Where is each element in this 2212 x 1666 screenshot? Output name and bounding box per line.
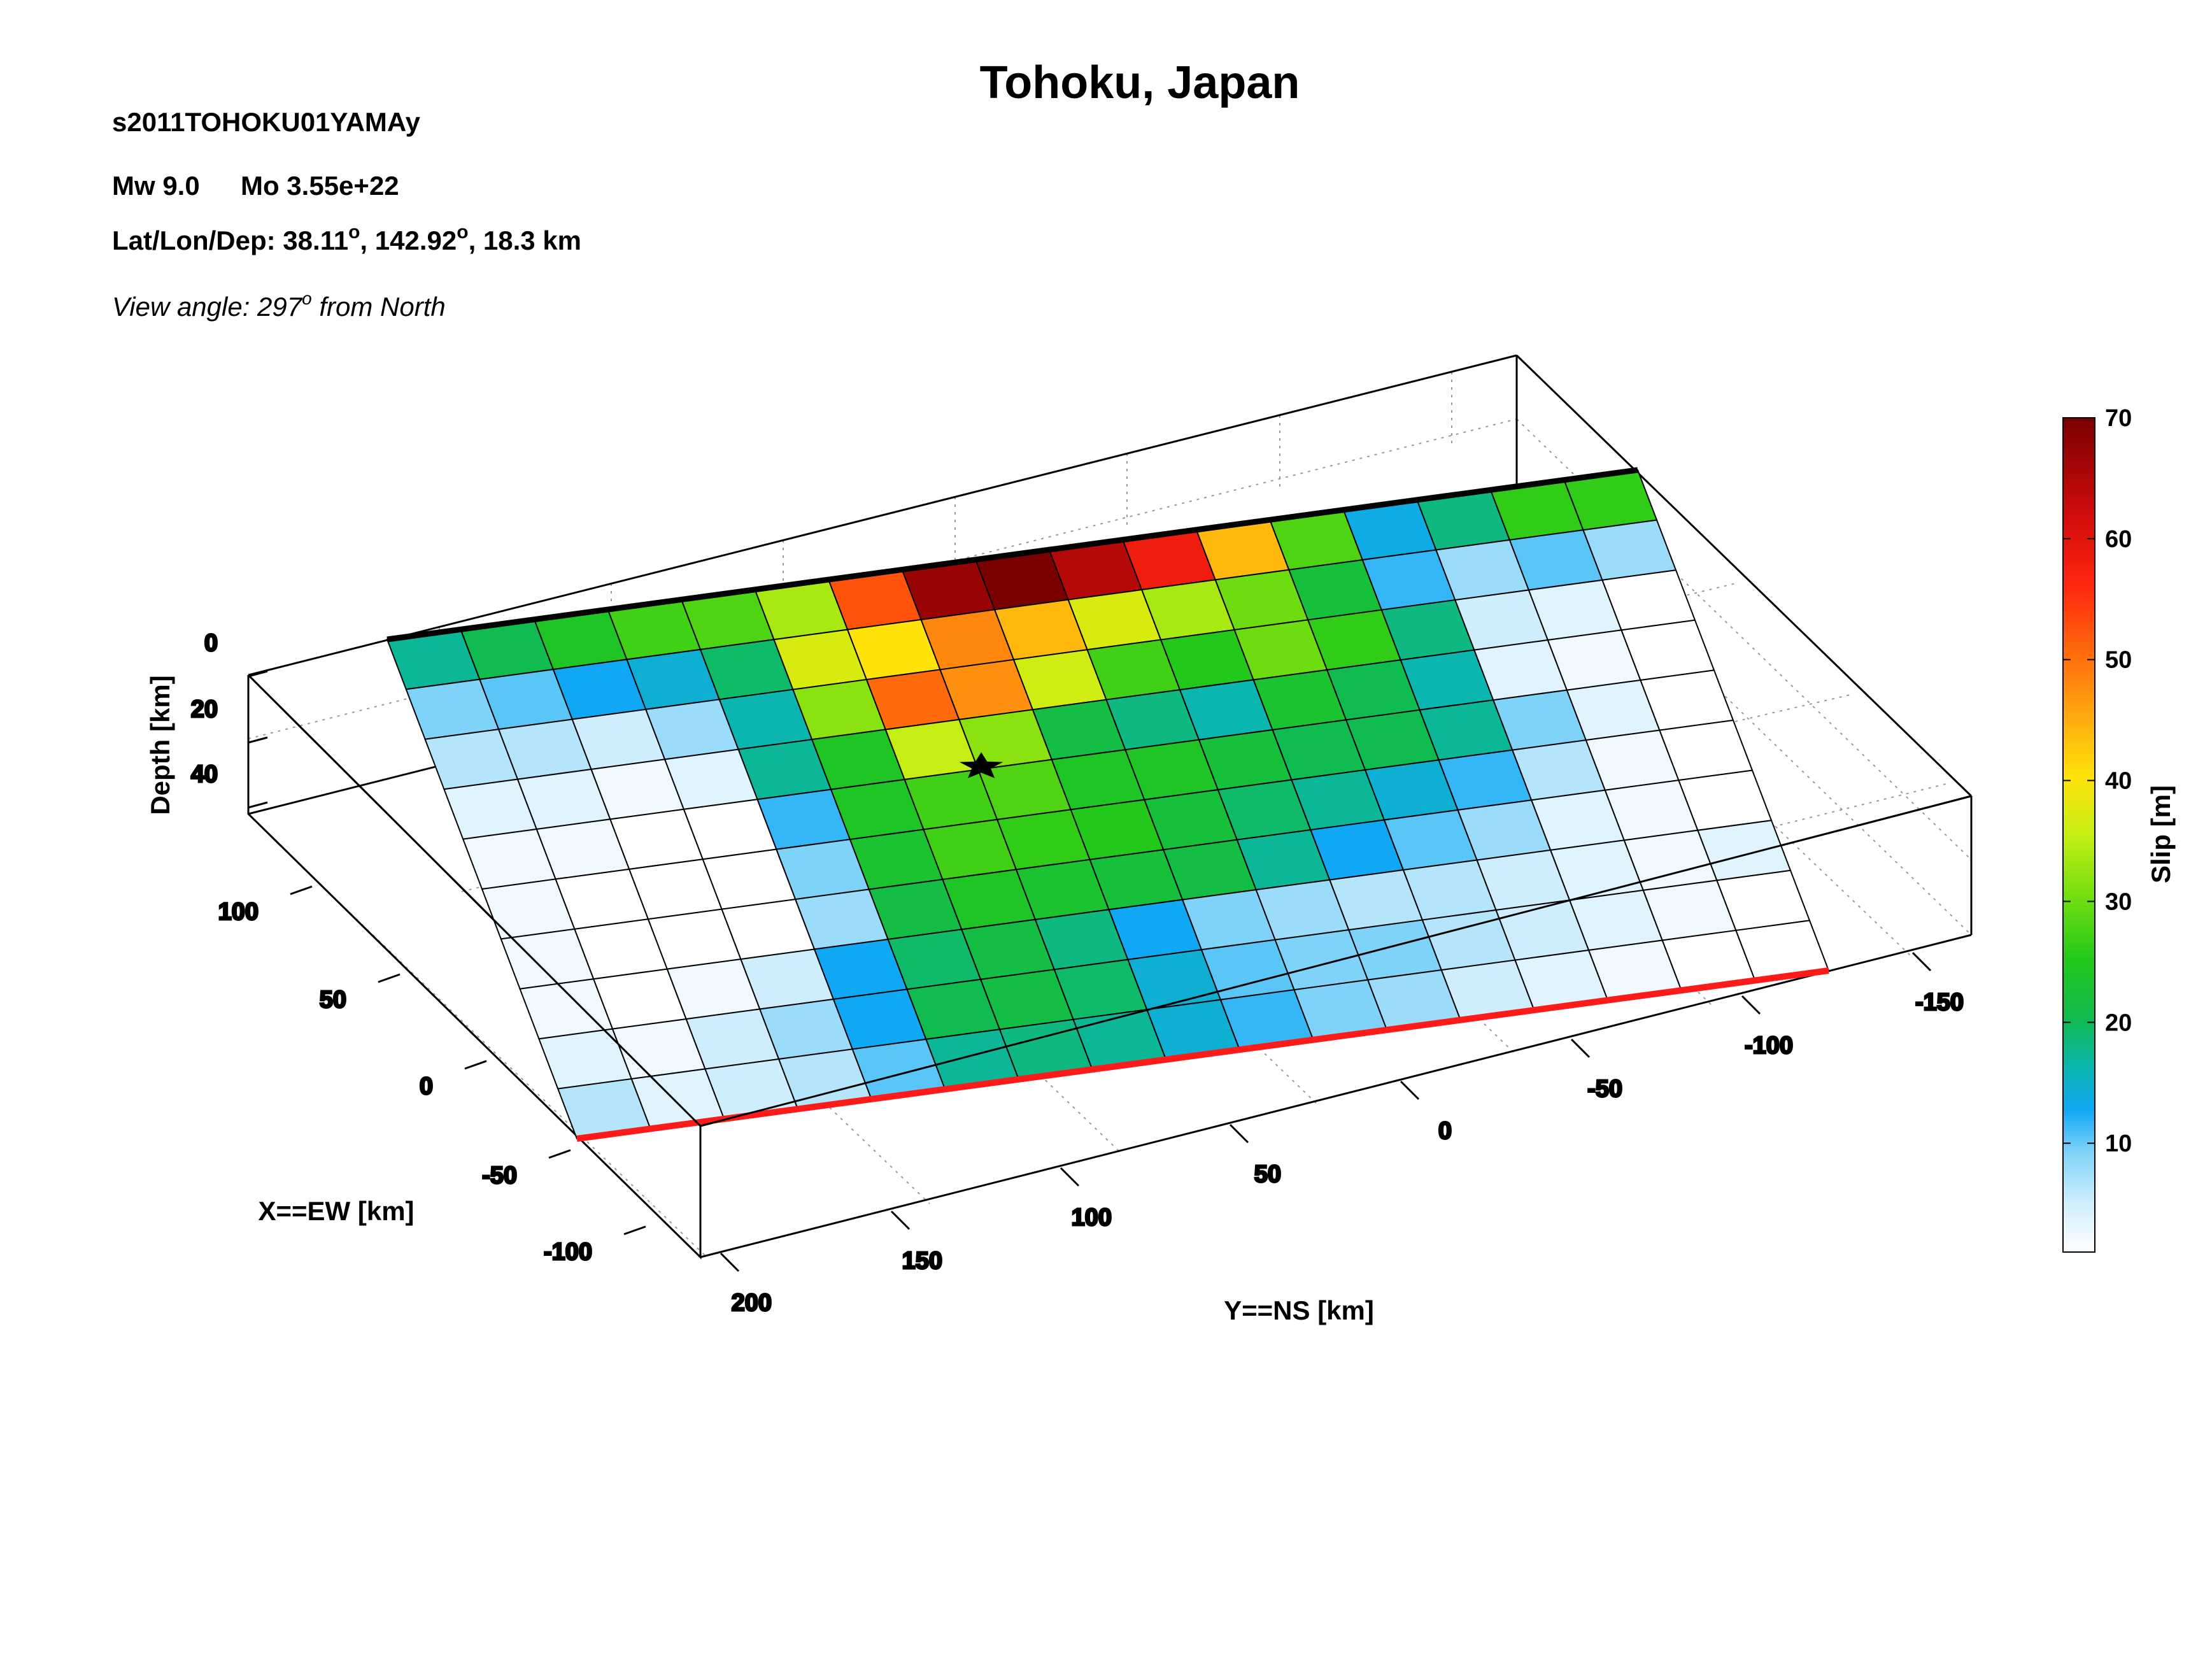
y-tick xyxy=(1400,1080,1420,1100)
x-tick xyxy=(464,1060,487,1070)
y-tick xyxy=(720,1252,740,1272)
colorbar-tick-label: 70 xyxy=(2105,405,2132,432)
box-front-edge xyxy=(700,795,1972,1127)
y-tick-label: 200 xyxy=(732,1290,772,1316)
y-tick-label: 100 xyxy=(1072,1204,1112,1231)
z-tick-label: 0 xyxy=(204,630,218,657)
x-tick-label: -100 xyxy=(544,1239,592,1265)
y-axis-label: Y==NS [km] xyxy=(1224,1295,1374,1325)
z-tick xyxy=(248,736,268,744)
model-id: s2011TOHOKU01YAMAy xyxy=(112,107,421,137)
colorbar-tick-label: 10 xyxy=(2105,1130,2132,1157)
view-suffix: from North xyxy=(312,292,446,322)
x-axis-label: X==EW [km] xyxy=(258,1196,414,1226)
y-tick-label: 150 xyxy=(902,1248,942,1274)
z-tick-label: 20 xyxy=(191,696,218,723)
colorbar-tick-label: 50 xyxy=(2105,647,2132,674)
colorbar-tick-label: 60 xyxy=(2105,526,2132,553)
view-text: View angle: 297 xyxy=(112,292,303,322)
x-tick-label: 0 xyxy=(420,1073,433,1100)
y-tick-label: 0 xyxy=(1438,1118,1452,1144)
y-tick xyxy=(1741,995,1761,1015)
y-tick xyxy=(1229,1123,1249,1144)
magnitude-mw: Mw 9.0 xyxy=(112,171,200,201)
colorbar-tick-label: 40 xyxy=(2105,768,2132,795)
y-tick xyxy=(890,1210,911,1230)
y-tick xyxy=(1060,1167,1080,1187)
y-tick-label: -150 xyxy=(1915,989,1964,1016)
hypocenter-star xyxy=(959,752,1003,778)
axis-ticks: 0 20 40 -100 -50 0 50 100 200 150 100 50 0 -50 -100 -15… xyxy=(190,629,1964,1318)
x-tick-label: -50 xyxy=(482,1162,517,1189)
z-tick xyxy=(248,801,268,809)
x-tick-label: 50 xyxy=(320,986,346,1013)
z-tick-label: 40 xyxy=(191,761,218,788)
x-tick xyxy=(623,1225,646,1235)
colorbar-tick-label: 30 xyxy=(2105,888,2132,915)
degree-mark: o xyxy=(302,288,312,308)
y-tick-label: -100 xyxy=(1745,1032,1793,1059)
box-front-edge xyxy=(247,674,702,1127)
degree-mark: o xyxy=(348,222,360,243)
z-axis-label: Depth [km] xyxy=(145,675,175,815)
y-tick-label: 50 xyxy=(1254,1161,1281,1188)
fault-top-edge xyxy=(386,467,1638,643)
z-tick xyxy=(248,670,268,678)
fault-edges xyxy=(247,467,1972,1257)
colorbar xyxy=(2062,417,2095,1253)
dep-text: , 18.3 km xyxy=(469,225,581,255)
fault-patches xyxy=(386,469,1830,1140)
lat-lon-dep: Lat/Lon/Dep: 38.11o, 142.92o, 18.3 km xyxy=(112,222,581,255)
chart-title: Tohoku, Japan xyxy=(980,57,1300,108)
moment-mo: Mo 3.55e+22 xyxy=(241,171,399,201)
y-tick xyxy=(1911,951,1932,972)
colorbar-tick-label: 20 xyxy=(2105,1009,2132,1036)
y-tick xyxy=(1570,1038,1591,1058)
x-tick xyxy=(378,973,401,983)
fault-bottom-edge xyxy=(576,967,1829,1142)
colorbar-label: Slip [m] xyxy=(2146,785,2176,883)
lat-text: Lat/Lon/Dep: 38.11 xyxy=(112,225,348,255)
degree-mark: o xyxy=(457,222,468,243)
colorbar-ticks: 10 20 30 40 50 60 70 xyxy=(2063,405,2132,1157)
view-angle: View angle: 297o from North xyxy=(112,288,446,322)
lon-text: , 142.92 xyxy=(360,225,457,255)
x-tick xyxy=(548,1149,571,1159)
x-tick-label: 100 xyxy=(218,899,259,925)
y-tick-label: -50 xyxy=(1587,1076,1622,1102)
hypocenter-marker xyxy=(959,752,1003,778)
x-tick xyxy=(290,885,313,895)
